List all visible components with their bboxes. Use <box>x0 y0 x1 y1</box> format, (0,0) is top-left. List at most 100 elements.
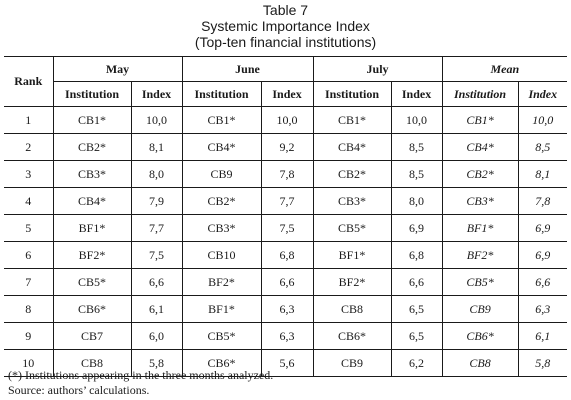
col-header-index: Index <box>260 81 314 107</box>
june-institution-cell: BF2* <box>181 268 262 296</box>
may-index-cell: 5,8 <box>130 349 183 377</box>
july-index-cell: 6,5 <box>390 295 443 323</box>
june-institution-cell: CB10 <box>181 241 262 269</box>
july-index-cell: 8,5 <box>390 160 443 188</box>
mean-institution-cell: BF2* <box>441 241 519 269</box>
may-institution-cell: CB6* <box>52 295 131 323</box>
mean-index-cell: 5,8 <box>517 349 568 377</box>
rank-cell: 9 <box>4 322 53 350</box>
rank-cell: 2 <box>4 133 53 161</box>
group-header-june: June <box>181 56 314 82</box>
rank-cell: 4 <box>4 187 53 215</box>
july-institution-cell: CB9 <box>312 349 392 377</box>
mean-institution-cell: BF1* <box>441 214 519 242</box>
june-index-cell: 7,7 <box>260 187 314 215</box>
col-header-index: Index <box>517 81 568 107</box>
july-institution-cell: CB8 <box>312 295 392 323</box>
mean-institution-cell: CB3* <box>441 187 519 215</box>
mean-index-cell: 8,5 <box>517 133 568 161</box>
rank-cell: 5 <box>4 214 53 242</box>
may-index-cell: 6,6 <box>130 268 183 296</box>
mean-institution-cell: CB9 <box>441 295 519 323</box>
july-institution-cell: CB4* <box>312 133 392 161</box>
may-institution-cell: CB8 <box>52 349 131 377</box>
may-institution-cell: CB3* <box>52 160 131 188</box>
july-institution-cell: CB6* <box>312 322 392 350</box>
may-index-cell: 6,0 <box>130 322 183 350</box>
may-institution-cell: CB1* <box>52 106 131 134</box>
july-index-cell: 8,5 <box>390 133 443 161</box>
table-row: 9 CB7 6,0 CB5* 6,3 CB6* 6,5 CB6* 6,1 <box>4 322 568 350</box>
mean-institution-cell: CB5* <box>441 268 519 296</box>
table-label: Table 7 <box>262 2 309 18</box>
col-header-institution: Institution <box>441 81 519 107</box>
may-index-cell: 6,1 <box>130 295 183 323</box>
may-index-cell: 7,5 <box>130 241 183 269</box>
may-institution-cell: BF2* <box>52 241 131 269</box>
june-index-cell: 6,6 <box>260 268 314 296</box>
rank-header: Rank <box>4 56 53 107</box>
rank-cell: 10 <box>4 349 53 377</box>
mean-index-cell: 6,6 <box>517 268 568 296</box>
may-index-cell: 7,7 <box>130 214 183 242</box>
may-institution-cell: CB5* <box>52 268 131 296</box>
mean-institution-cell: CB8 <box>441 349 519 377</box>
july-index-cell: 10,0 <box>390 106 443 134</box>
col-header-institution: Institution <box>312 81 392 107</box>
table-title: Systemic Importance Index <box>201 18 370 34</box>
june-institution-cell: CB4* <box>181 133 262 161</box>
may-index-cell: 8,1 <box>130 133 183 161</box>
group-header-july: July <box>312 56 443 82</box>
july-index-cell: 6,6 <box>390 268 443 296</box>
table-row: 1 CB1* 10,0 CB1* 10,0 CB1* 10,0 CB1* 10,0 <box>4 106 568 134</box>
june-index-cell: 10,0 <box>260 106 314 134</box>
rank-cell: 3 <box>4 160 53 188</box>
mean-index-cell: 6,3 <box>517 295 568 323</box>
july-institution-cell: CB5* <box>312 214 392 242</box>
rank-cell: 6 <box>4 241 53 269</box>
june-index-cell: 6,8 <box>260 241 314 269</box>
table-row: 5 BF1* 7,7 CB3* 7,5 CB5* 6,9 BF1* 6,9 <box>4 214 568 242</box>
mean-index-cell: 6,9 <box>517 214 568 242</box>
july-index-cell: 6,9 <box>390 214 443 242</box>
may-index-cell: 10,0 <box>130 106 183 134</box>
table-row: 6 BF2* 7,5 CB10 6,8 BF1* 6,8 BF2* 6,9 <box>4 241 568 269</box>
group-header-may: May <box>52 56 183 82</box>
table-row: 8 CB6* 6,1 BF1* 6,3 CB8 6,5 CB9 6,3 <box>4 295 568 323</box>
systemic-importance-table: Rank May June July Mean Institution Inde… <box>4 56 568 377</box>
header-row-columns: Institution Index Institution Index Inst… <box>4 81 568 107</box>
table-row: 10 CB8 5,8 CB6* 5,6 CB9 6,2 CB8 5,8 <box>4 349 568 377</box>
col-header-index: Index <box>390 81 443 107</box>
may-index-cell: 8,0 <box>130 160 183 188</box>
rank-cell: 7 <box>4 268 53 296</box>
col-header-institution: Institution <box>52 81 131 107</box>
may-index-cell: 7,9 <box>130 187 183 215</box>
table-row: 3 CB3* 8,0 CB9 7,8 CB2* 8,5 CB2* 8,1 <box>4 160 568 188</box>
july-institution-cell: CB2* <box>312 160 392 188</box>
july-index-cell: 6,2 <box>390 349 443 377</box>
june-institution-cell: CB3* <box>181 214 262 242</box>
table-row: 2 CB2* 8,1 CB4* 9,2 CB4* 8,5 CB4* 8,5 <box>4 133 568 161</box>
table-row: 7 CB5* 6,6 BF2* 6,6 BF2* 6,6 CB5* 6,6 <box>4 268 568 296</box>
group-header-mean: Mean <box>441 56 568 82</box>
june-institution-cell: CB5* <box>181 322 262 350</box>
col-header-institution: Institution <box>181 81 262 107</box>
june-index-cell: 7,5 <box>260 214 314 242</box>
june-index-cell: 6,3 <box>260 322 314 350</box>
june-institution-cell: CB9 <box>181 160 262 188</box>
june-institution-cell: CB2* <box>181 187 262 215</box>
july-institution-cell: CB1* <box>312 106 392 134</box>
footnote: (*) Institutions appearing in the three … <box>8 368 274 382</box>
may-institution-cell: BF1* <box>52 214 131 242</box>
july-index-cell: 6,5 <box>390 322 443 350</box>
july-institution-cell: BF2* <box>312 268 392 296</box>
june-institution-cell: CB1* <box>181 106 262 134</box>
mean-institution-cell: CB6* <box>441 322 519 350</box>
mean-index-cell: 10,0 <box>517 106 568 134</box>
june-index-cell: 5,6 <box>260 349 314 377</box>
june-institution-cell: CB6* <box>181 349 262 377</box>
july-institution-cell: CB3* <box>312 187 392 215</box>
july-institution-cell: BF1* <box>312 241 392 269</box>
july-index-cell: 6,8 <box>390 241 443 269</box>
mean-institution-cell: CB4* <box>441 133 519 161</box>
